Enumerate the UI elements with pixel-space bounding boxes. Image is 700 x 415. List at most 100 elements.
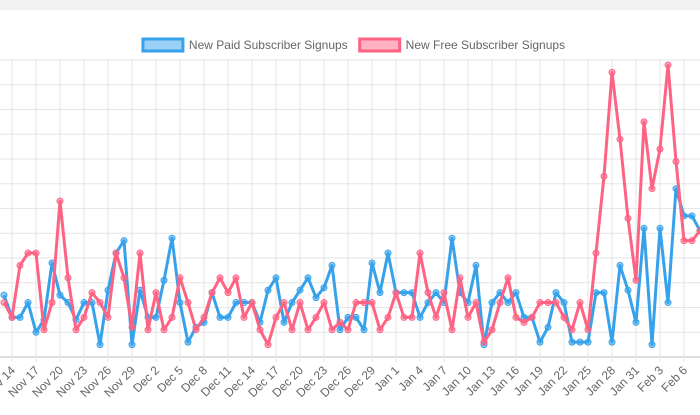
point	[280, 299, 288, 307]
point	[0, 299, 8, 307]
point	[544, 323, 552, 331]
point	[312, 294, 320, 302]
point	[384, 313, 392, 321]
point	[400, 289, 408, 297]
point	[264, 341, 272, 349]
top-band	[0, 0, 700, 10]
point	[296, 299, 304, 307]
point	[288, 326, 296, 334]
point	[384, 249, 392, 257]
point	[160, 326, 168, 334]
point	[624, 214, 632, 222]
point	[600, 172, 608, 180]
point	[656, 145, 664, 153]
point	[272, 313, 280, 321]
point	[104, 313, 112, 321]
point	[200, 313, 208, 321]
point	[120, 237, 128, 245]
point	[656, 224, 664, 232]
point	[240, 313, 248, 321]
legend: New Paid Subscriber Signups New Free Subs…	[141, 37, 565, 53]
legend-swatch	[141, 37, 185, 53]
point	[16, 313, 24, 321]
point	[408, 313, 416, 321]
point	[152, 313, 160, 321]
point	[464, 313, 472, 321]
point	[688, 212, 696, 220]
point	[176, 299, 184, 307]
point	[56, 197, 64, 205]
point	[376, 289, 384, 297]
point	[568, 338, 576, 346]
point	[368, 299, 376, 307]
point	[440, 289, 448, 297]
point	[152, 289, 160, 297]
point	[344, 326, 352, 334]
point	[184, 299, 192, 307]
x-tick-label: Dec 2	[130, 363, 162, 395]
point	[488, 299, 496, 307]
point	[360, 299, 368, 307]
point	[584, 326, 592, 334]
point	[552, 289, 560, 297]
point	[520, 318, 528, 326]
point	[448, 234, 456, 242]
point	[640, 224, 648, 232]
x-tick-label: Dec 5	[154, 363, 186, 395]
point	[672, 157, 680, 165]
point	[560, 313, 568, 321]
point	[248, 299, 256, 307]
point	[432, 289, 440, 297]
point	[296, 286, 304, 294]
point	[480, 338, 488, 346]
point	[504, 274, 512, 282]
point	[88, 289, 96, 297]
point	[224, 313, 232, 321]
point	[168, 234, 176, 242]
point	[664, 299, 672, 307]
point	[272, 274, 280, 282]
point	[80, 313, 88, 321]
point	[560, 299, 568, 307]
point	[680, 237, 688, 245]
point	[8, 313, 16, 321]
point	[600, 289, 608, 297]
point	[472, 299, 480, 307]
point	[352, 313, 360, 321]
point	[368, 259, 376, 267]
point	[48, 299, 56, 307]
x-tick-label: Feb 6	[659, 363, 691, 395]
point	[320, 284, 328, 292]
series-line	[2, 63, 700, 347]
point	[488, 326, 496, 334]
point	[528, 313, 536, 321]
point	[624, 286, 632, 294]
point	[176, 274, 184, 282]
point	[184, 338, 192, 346]
point	[32, 328, 40, 336]
point	[472, 261, 480, 269]
point	[648, 341, 656, 349]
legend-label: New Paid Subscriber Signups	[189, 38, 348, 52]
point	[192, 326, 200, 334]
point	[336, 318, 344, 326]
point	[280, 318, 288, 326]
point	[96, 341, 104, 349]
point	[0, 291, 8, 299]
point	[544, 299, 552, 307]
point	[632, 318, 640, 326]
point	[288, 299, 296, 307]
point	[616, 135, 624, 143]
point	[568, 326, 576, 334]
point	[160, 276, 168, 284]
point	[392, 289, 400, 297]
point	[536, 299, 544, 307]
point	[352, 299, 360, 307]
point	[648, 185, 656, 193]
point	[112, 249, 120, 257]
point	[24, 249, 32, 257]
point	[328, 326, 336, 334]
point	[416, 313, 424, 321]
point	[32, 249, 40, 257]
